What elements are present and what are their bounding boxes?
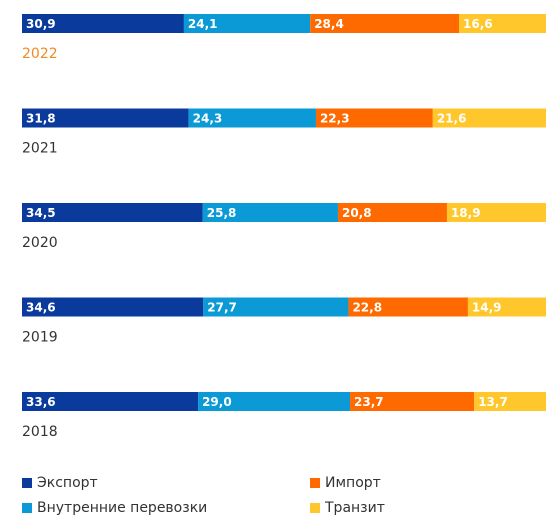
bar-segment bbox=[198, 392, 351, 411]
category-label: 2021 bbox=[22, 141, 58, 157]
bar-segment bbox=[22, 108, 189, 128]
bar-segment bbox=[446, 203, 546, 222]
value-label: 31,8 bbox=[26, 112, 56, 126]
value-label: 24,1 bbox=[188, 17, 218, 31]
value-label: 25,8 bbox=[207, 206, 237, 220]
legend-label: Импорт bbox=[325, 475, 381, 491]
bar-segment bbox=[22, 392, 199, 411]
value-label: 30,9 bbox=[26, 17, 56, 31]
bar-segment bbox=[348, 297, 468, 317]
legend-swatch bbox=[22, 478, 32, 488]
category-label: 2020 bbox=[22, 235, 58, 251]
legend-swatch bbox=[310, 503, 320, 513]
bar-segment bbox=[22, 203, 203, 222]
legend-label: Экспорт bbox=[37, 475, 98, 491]
bar-segment bbox=[22, 14, 184, 33]
bar-segment bbox=[310, 14, 460, 33]
bar-segment bbox=[202, 203, 338, 222]
value-label: 27,7 bbox=[207, 301, 237, 315]
value-label: 20,8 bbox=[342, 206, 372, 220]
bar-segment bbox=[337, 203, 447, 222]
value-label: 24,3 bbox=[193, 112, 223, 126]
bar-segment bbox=[183, 14, 311, 33]
bar-segment bbox=[467, 297, 546, 317]
bar-segment bbox=[315, 108, 433, 128]
value-label: 13,7 bbox=[478, 395, 508, 409]
bar-segment bbox=[22, 297, 204, 317]
value-label: 29,0 bbox=[202, 395, 232, 409]
bar-segment bbox=[350, 392, 475, 411]
bar-segment bbox=[188, 108, 316, 128]
value-label: 23,7 bbox=[354, 395, 384, 409]
category-label: 2018 bbox=[22, 424, 58, 440]
value-label: 14,9 bbox=[472, 301, 502, 315]
value-label: 18,9 bbox=[451, 206, 481, 220]
value-label: 16,6 bbox=[463, 17, 493, 31]
bar-segment bbox=[474, 392, 546, 411]
bar-segment bbox=[203, 297, 349, 317]
legend-label: Транзит bbox=[324, 500, 385, 516]
value-label: 22,8 bbox=[352, 301, 382, 315]
legend-swatch bbox=[310, 478, 320, 488]
category-label: 2022 bbox=[22, 46, 58, 62]
legend-label: Внутренние перевозки bbox=[37, 500, 207, 516]
value-label: 34,6 bbox=[26, 301, 56, 315]
bar-segment bbox=[432, 108, 546, 128]
bar-segment bbox=[459, 14, 546, 33]
value-label: 22,3 bbox=[320, 112, 350, 126]
value-label: 21,6 bbox=[437, 112, 467, 126]
value-label: 34,5 bbox=[26, 206, 56, 220]
legend-swatch bbox=[22, 503, 32, 513]
value-label: 28,4 bbox=[314, 17, 344, 31]
value-label: 33,6 bbox=[26, 395, 56, 409]
category-label: 2019 bbox=[22, 330, 58, 346]
